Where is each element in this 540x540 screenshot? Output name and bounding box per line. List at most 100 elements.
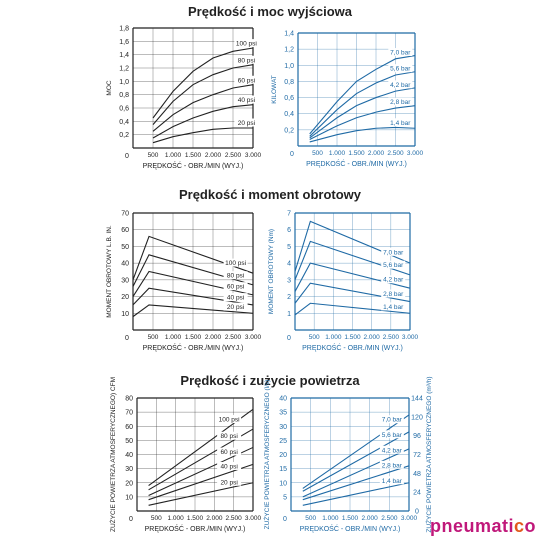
series-label: 60 psi [220, 449, 237, 456]
y-tick-label: 0,2 [119, 132, 129, 139]
y-tick-label: 20 [121, 294, 129, 301]
series-label-bg [379, 430, 404, 439]
y-tick-label: 30 [121, 277, 129, 284]
y-tick-label: 7 [287, 211, 291, 218]
series-label-bg [388, 80, 413, 89]
y-tick-label: 0,8 [284, 79, 294, 86]
series-line [132, 270, 254, 297]
x-axis-label: PRĘDKOŚĆ - OBR./MIN (WYJ.) [306, 159, 407, 168]
series-label-bg [217, 415, 242, 424]
series-label: 80 psi [227, 273, 244, 280]
series-line [294, 302, 411, 316]
series-label-bg [217, 477, 242, 486]
series-label: 60 psi [227, 284, 244, 291]
series-line [132, 304, 254, 318]
series-line [152, 84, 254, 132]
series-label: 100 psi [219, 417, 240, 424]
x-tick-label: 3.000 [245, 515, 262, 522]
y-tick-label: 40 [125, 452, 133, 459]
series-label: 100 psi [236, 41, 257, 48]
brand-end: o [524, 516, 536, 536]
x-tick-label: 1.000 [165, 334, 182, 341]
x-tick-label: 0 [290, 151, 294, 158]
series-line [294, 240, 411, 281]
x-tick-label: 1.000 [325, 334, 342, 341]
series-label-bg [379, 460, 404, 469]
y-tick-label: 1,6 [119, 39, 129, 46]
y-tick-label: 30 [125, 466, 133, 473]
series-label: 2,8 bar [382, 462, 403, 469]
y-tick-label: 60 [121, 227, 129, 234]
x-tick-label: 1.500 [348, 150, 365, 157]
x-tick-label: 2.000 [368, 150, 385, 157]
y-tick-label: 6 [287, 227, 291, 234]
x-tick-label: 1.000 [322, 515, 339, 522]
x-tick-label: 3.000 [245, 334, 262, 341]
series-label-bg [388, 64, 413, 73]
x-tick-label: 1.500 [187, 515, 204, 522]
x-tick-label: 500 [148, 334, 159, 341]
series-label: 1,4 bar [390, 120, 411, 127]
x-axis-label: PRĘDKOŚĆ - OBR./MIN (WYJ.) [302, 343, 403, 352]
y2-tick-label: 48 [413, 471, 421, 478]
series-line [152, 47, 254, 119]
y-tick-label: 1,4 [119, 52, 129, 59]
series-label-bg [223, 293, 248, 302]
x-tick-label: 1.000 [329, 150, 346, 157]
series-label: 20 psi [238, 120, 255, 127]
y-tick-label: 50 [121, 244, 129, 251]
series-line [309, 126, 416, 143]
series-label: 7,0 bar [383, 249, 404, 256]
section-title-air: Prędkość i zużycie powietrza [180, 373, 360, 388]
y2-tick-label: 120 [411, 414, 423, 421]
y-tick-label: 1,2 [284, 47, 294, 54]
y-tick-label: 0,6 [119, 106, 129, 113]
series-line [302, 482, 410, 506]
series-label: 40 psi [227, 295, 244, 302]
y-tick-label: 1,8 [119, 26, 129, 33]
x-tick-label: 2.500 [381, 515, 398, 522]
x-tick-label: 500 [148, 152, 159, 159]
y-tick-label: 0,6 [284, 95, 294, 102]
x-tick-label: 1.000 [165, 152, 182, 159]
series-label-bg [381, 247, 406, 256]
series-label-bg [381, 260, 406, 269]
y-tick-label: 40 [279, 396, 287, 403]
x-tick-label: 0 [125, 335, 129, 342]
series-label: 2,8 bar [383, 291, 404, 298]
y-tick-label: 1,0 [119, 79, 129, 86]
y-tick-label: 3 [287, 277, 291, 284]
series-label: 100 psi [225, 260, 246, 267]
series-label: 5,6 bar [383, 262, 404, 269]
series-label: 80 psi [220, 433, 237, 440]
y2-tick-label: 0 [415, 509, 419, 516]
y-axis-label: MOMENT OBROTOWY (Nm) [268, 229, 275, 314]
series-label-bg [388, 48, 413, 57]
x-tick-label: 2.000 [206, 515, 223, 522]
y-tick-label: 0,4 [284, 111, 294, 118]
y-tick-label: 35 [279, 410, 287, 417]
y-tick-label: 1,0 [284, 63, 294, 70]
series-label: 40 psi [238, 97, 255, 104]
x-tick-label: 0 [283, 516, 287, 523]
series-label: 20 psi [220, 479, 237, 486]
y-tick-label: 5 [287, 244, 291, 251]
x-tick-label: 2.000 [362, 515, 379, 522]
series-line [309, 87, 416, 139]
series-label-bg [381, 302, 406, 311]
series-label-bg [223, 258, 248, 267]
y2-tick-label: 24 [413, 490, 421, 497]
series-line [302, 448, 410, 498]
series-label-bg [379, 415, 404, 424]
y-tick-label: 2 [287, 294, 291, 301]
series-label-bg [381, 275, 406, 284]
x-axis-label: PRĘDKOŚĆ - OBR./MIN (WYJ.) [300, 524, 401, 533]
series-line [309, 105, 416, 141]
y-tick-label: 70 [125, 410, 133, 417]
y-tick-label: 15 [279, 466, 287, 473]
